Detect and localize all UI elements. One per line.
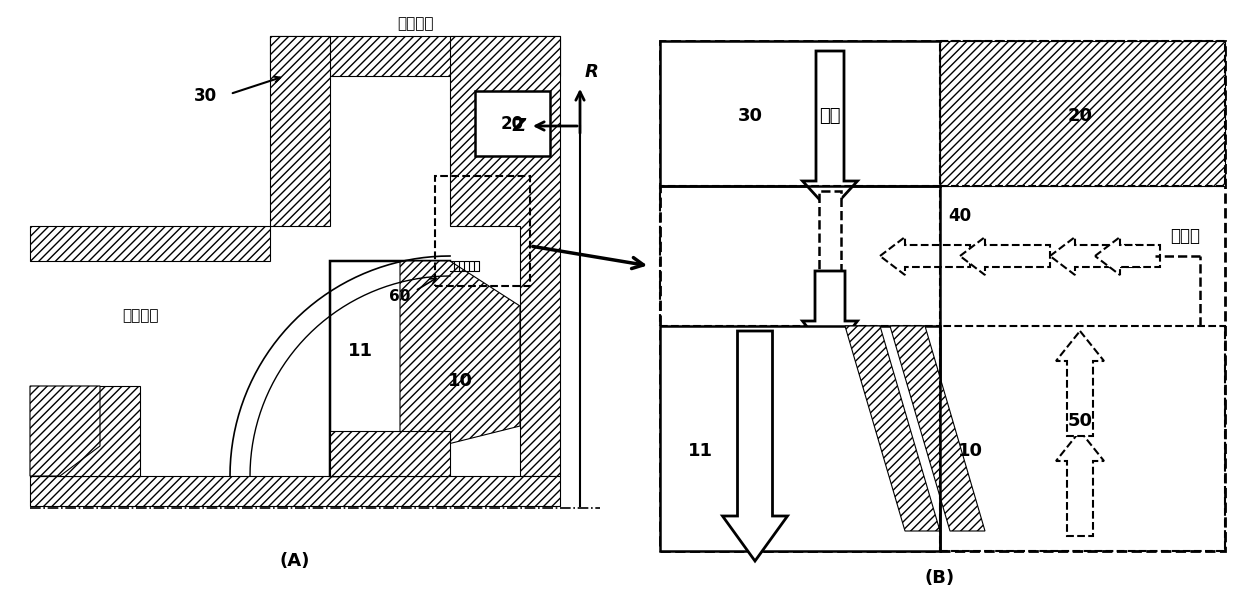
Text: 10: 10 bbox=[448, 372, 472, 390]
Text: 10: 10 bbox=[957, 442, 982, 460]
Bar bbox=[660, 326, 940, 551]
Bar bbox=[475, 91, 551, 156]
Bar bbox=[660, 41, 1225, 551]
Text: 11: 11 bbox=[347, 342, 372, 360]
Text: R: R bbox=[585, 63, 599, 81]
FancyArrow shape bbox=[880, 237, 970, 275]
Text: 30: 30 bbox=[738, 107, 763, 125]
Text: 主流: 主流 bbox=[820, 107, 841, 125]
Polygon shape bbox=[30, 386, 140, 476]
Text: 20: 20 bbox=[1068, 107, 1092, 125]
Text: 20: 20 bbox=[501, 115, 523, 133]
Polygon shape bbox=[401, 261, 520, 456]
Text: Z: Z bbox=[512, 117, 525, 135]
FancyArrow shape bbox=[818, 191, 841, 271]
FancyArrow shape bbox=[802, 271, 858, 356]
Polygon shape bbox=[844, 326, 940, 531]
Polygon shape bbox=[30, 386, 100, 476]
Text: 60: 60 bbox=[389, 288, 410, 304]
Text: 渔轮出口: 渔轮出口 bbox=[122, 309, 159, 323]
FancyArrow shape bbox=[723, 331, 787, 561]
Polygon shape bbox=[30, 476, 560, 506]
Polygon shape bbox=[270, 36, 330, 226]
FancyArrow shape bbox=[802, 51, 858, 211]
FancyArrow shape bbox=[1056, 431, 1104, 536]
Text: (B): (B) bbox=[925, 569, 955, 587]
Bar bbox=[435, 176, 529, 286]
FancyArrow shape bbox=[1056, 331, 1104, 436]
Bar bbox=[660, 186, 940, 326]
Polygon shape bbox=[450, 36, 560, 476]
Text: 渔轮进口: 渔轮进口 bbox=[397, 17, 433, 31]
Polygon shape bbox=[30, 226, 270, 261]
FancyArrow shape bbox=[1050, 237, 1140, 275]
Text: (A): (A) bbox=[280, 552, 310, 570]
Bar bbox=[660, 41, 940, 186]
Text: 50: 50 bbox=[1068, 412, 1092, 430]
Text: 30: 30 bbox=[193, 87, 217, 105]
Text: 泄漏流: 泄漏流 bbox=[1171, 227, 1200, 245]
Bar bbox=[940, 41, 1225, 186]
Polygon shape bbox=[270, 36, 560, 76]
Polygon shape bbox=[330, 261, 450, 476]
Polygon shape bbox=[940, 41, 1225, 186]
Bar bbox=[940, 326, 1225, 551]
FancyArrow shape bbox=[1095, 237, 1159, 275]
Text: 40: 40 bbox=[949, 207, 972, 225]
Polygon shape bbox=[330, 431, 450, 476]
Text: 11: 11 bbox=[687, 442, 713, 460]
FancyArrow shape bbox=[960, 237, 1050, 275]
Polygon shape bbox=[890, 326, 985, 531]
